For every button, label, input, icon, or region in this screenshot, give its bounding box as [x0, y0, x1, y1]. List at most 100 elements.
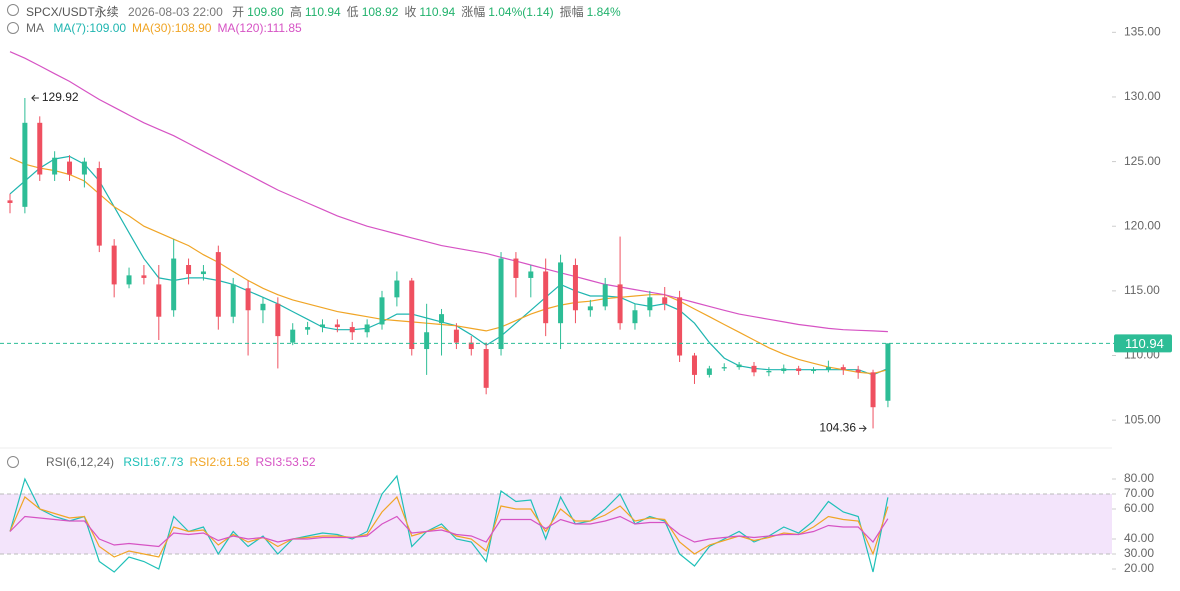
candle-body [424, 332, 430, 350]
y-tick-label: 80.00 [1124, 471, 1154, 485]
candle-body [305, 327, 311, 330]
candle-body [275, 303, 281, 337]
field-value: 110.94 [304, 5, 341, 19]
y-tick-label: 130.00 [1124, 89, 1161, 103]
field-value: 108.92 [361, 5, 399, 19]
legend-entry: RSI1:67.73 [123, 455, 184, 469]
candle-body [260, 303, 266, 311]
candle-body [796, 368, 802, 372]
candle-body [885, 343, 891, 401]
last-price-box [1114, 334, 1172, 353]
y-tick-label: 70.00 [1124, 486, 1154, 500]
candle-body [290, 329, 296, 343]
field-value: 110.94 [419, 5, 456, 19]
candle-body [37, 122, 43, 175]
candle-body [126, 275, 132, 285]
candle-body [840, 367, 846, 370]
collapse-icon[interactable] [7, 456, 19, 468]
field-label: 开 [232, 5, 245, 19]
candle-body [141, 275, 147, 278]
candle-body [677, 297, 683, 356]
candle-body [171, 258, 177, 311]
candle-body [81, 161, 87, 175]
candle-body [230, 284, 236, 317]
candle-body [22, 122, 28, 207]
candle-body [245, 288, 251, 311]
candle-body [349, 327, 355, 333]
last-price-label: 110.94 [1125, 336, 1164, 351]
candle-body [111, 245, 117, 285]
candle-body [587, 306, 593, 311]
candle-body [483, 349, 489, 388]
candle-body [468, 342, 474, 350]
candle-body [825, 367, 831, 370]
candle-body [528, 271, 534, 278]
header: SPCX/USDT永续 2026-08-03 22:00 开 109.80 高 110… [26, 3, 627, 20]
y-tick-label: 40.00 [1124, 531, 1154, 545]
candle-body [334, 324, 340, 328]
field-value: 1.84% [586, 5, 621, 19]
candle-body [736, 364, 742, 368]
high-label: 129.92 [42, 90, 79, 104]
legend-entry: RSI2:61.58 [189, 455, 250, 469]
field-label: 低 [346, 5, 359, 19]
indicator-line [9, 155, 889, 376]
rsi-legend: RSI(6,12,24) RSI1:67.73 RSI2:61.58 RSI3:53… [46, 455, 322, 469]
symbol: SPCX/USDT永续 [26, 5, 119, 19]
candle-body [572, 265, 578, 311]
rsi-band [0, 494, 1112, 554]
candle-body [498, 258, 504, 350]
collapse-icon[interactable] [7, 22, 19, 34]
candle-body [632, 310, 638, 324]
field-label: 收 [404, 5, 417, 19]
y-tick-label: 105.00 [1124, 412, 1161, 426]
candle-body [691, 355, 697, 375]
collapse-icon[interactable] [7, 4, 19, 16]
arrow [31, 94, 39, 102]
y-tick-label: 125.00 [1124, 154, 1161, 168]
candle-body [662, 297, 668, 304]
candle-body [7, 200, 13, 203]
candle-body [409, 280, 415, 350]
y-tick-label: 115.00 [1124, 283, 1160, 297]
candle-body [379, 297, 385, 325]
field-value: 109.80 [247, 5, 284, 19]
arrow [859, 425, 867, 432]
candle-body [811, 369, 817, 372]
legend-entry: MA(7):109.00 [53, 21, 127, 35]
candle-body [766, 371, 772, 373]
candle-body [513, 258, 519, 278]
y-tick-label: 135.00 [1124, 24, 1161, 38]
indicator-line [9, 157, 889, 375]
y-tick-label: 120.00 [1124, 218, 1161, 232]
candle-body [439, 314, 445, 324]
field-value: 1.04%(1.14) [488, 5, 554, 19]
candle-body [394, 280, 400, 298]
candle-body [67, 161, 73, 175]
y-tick-label: 30.00 [1124, 546, 1154, 560]
candle-body [558, 262, 564, 324]
candle-body [781, 368, 787, 372]
indicator-title: MA [26, 21, 44, 35]
indicator-title: RSI(6,12,24) [46, 455, 115, 469]
candle-body [364, 324, 370, 333]
candle-body [870, 372, 876, 408]
legend-entry: MA(30):108.90 [132, 21, 212, 35]
candle-body [200, 271, 206, 275]
candle-body [215, 252, 221, 317]
candle-body [617, 284, 623, 324]
field-label: 涨幅 [461, 5, 486, 19]
field-label: 振幅 [559, 5, 584, 19]
candle-body [647, 297, 653, 311]
field-label: 高 [289, 5, 302, 19]
candle-body [602, 284, 608, 307]
y-tick-label: 20.00 [1124, 561, 1154, 575]
candle-body [706, 368, 712, 375]
candle-body [543, 271, 549, 324]
ma-legend: MA MA(7):109.00 MA(30):108.90 MA(120):111.… [26, 21, 308, 35]
candle-body [855, 369, 861, 373]
candle-body [156, 284, 162, 317]
candle-body [751, 365, 757, 373]
candle-body [319, 324, 325, 328]
